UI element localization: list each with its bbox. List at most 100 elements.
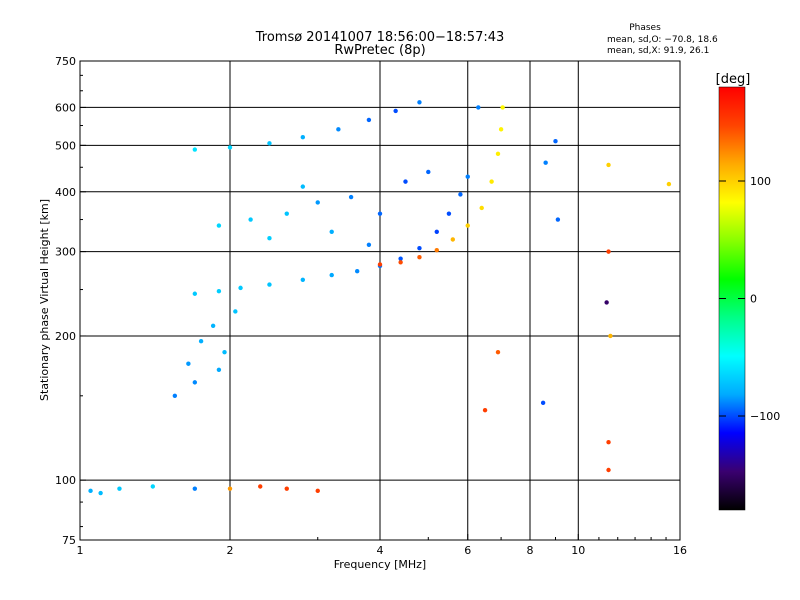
x-tick-label: 2 [227, 544, 234, 557]
data-point [377, 262, 383, 267]
data-point [267, 282, 272, 287]
data-point [198, 339, 204, 344]
data-point [377, 211, 383, 216]
data-point [608, 333, 613, 339]
data-point [540, 400, 546, 406]
data-point [150, 484, 156, 489]
data-point [500, 105, 505, 110]
data-point [417, 255, 422, 260]
data-point [489, 179, 494, 184]
data-point [216, 367, 222, 372]
data-point [458, 192, 463, 197]
data-point [98, 490, 103, 496]
y-tick-label: 600 [55, 101, 76, 114]
data-point [210, 323, 216, 329]
y-tick-label: 750 [55, 55, 76, 68]
chart-subtitle: RwPretec (8p) [334, 43, 425, 58]
chart-title: Tromsø 20141007 18:56:00−18:57:43 [255, 30, 505, 45]
x-tick-label: 16 [673, 544, 687, 557]
data-point [233, 309, 238, 314]
data-point [446, 211, 452, 216]
data-point [172, 393, 178, 399]
data-point [248, 217, 253, 222]
data-point [366, 117, 372, 123]
x-axis-label: Frequency [MHz] [334, 558, 426, 571]
y-axis-ticks: 75 100 200 300 400 500 600 750 [55, 55, 86, 547]
data-point [284, 486, 289, 491]
x-tick-label: 10 [571, 544, 585, 557]
x-tick-label: 4 [377, 544, 384, 557]
colorbar-tick-label: 0 [750, 293, 757, 306]
y-tick-label: 75 [62, 534, 76, 547]
data-point [300, 277, 306, 282]
data-point [553, 139, 558, 144]
data-point [606, 249, 611, 254]
data-point [606, 467, 611, 473]
data-point [417, 245, 422, 251]
data-point [186, 361, 191, 366]
data-point [284, 211, 289, 216]
data-point [267, 235, 272, 241]
data-point [227, 486, 233, 491]
phase-stats-title: Phases [629, 23, 661, 33]
data-point [238, 285, 243, 291]
data-point [434, 229, 439, 234]
data-point [222, 349, 227, 355]
data-point [348, 194, 354, 200]
data-point [543, 160, 548, 165]
data-point [403, 179, 408, 184]
data-point [398, 256, 403, 261]
data-point [192, 147, 198, 152]
y-tick-label: 300 [55, 246, 76, 259]
data-point [495, 349, 501, 355]
data-point [606, 440, 611, 445]
data-point [398, 260, 403, 265]
colorbar-label: [deg] [716, 72, 751, 87]
data-point [192, 486, 198, 491]
data-point [476, 105, 481, 110]
plot-grid [80, 61, 680, 540]
data-point [329, 229, 334, 234]
x-axis-ticks: 1 2 4 6 8 10 16 [77, 534, 687, 557]
data-point [417, 100, 422, 105]
data-point [495, 151, 501, 157]
x-tick-label: 1 [77, 544, 84, 557]
data-point [267, 141, 272, 146]
data-point [555, 217, 561, 222]
data-point [606, 162, 611, 168]
data-point [434, 248, 439, 253]
x-tick-label: 8 [527, 544, 534, 557]
y-tick-label: 100 [55, 474, 76, 487]
data-point [117, 486, 122, 491]
y-tick-label: 400 [55, 186, 76, 199]
phase-stats-x: mean, sd,X: 91.9, 26.1 [607, 46, 709, 56]
data-point [300, 184, 306, 189]
data-point [258, 484, 263, 489]
colorbar-tick-label: 100 [750, 175, 771, 188]
data-point [666, 181, 672, 187]
data-point [300, 134, 306, 140]
data-point [465, 223, 470, 228]
data-point [482, 407, 488, 413]
data-point [604, 300, 609, 305]
phase-stats: Phases mean, sd,O: −70.8, 18.6 mean, sd,… [607, 23, 718, 56]
data-point [354, 269, 360, 274]
colorbar-ticks: 100 0 −100 [719, 175, 780, 423]
data-point [192, 380, 198, 385]
data-point [315, 200, 320, 205]
data-point [315, 488, 320, 494]
data-point [88, 488, 93, 494]
data-point [465, 174, 470, 179]
data-point [227, 145, 233, 150]
plot-points [88, 100, 672, 496]
data-point [450, 237, 456, 242]
data-point [329, 272, 334, 278]
y-axis-label: Stationary phase Virtual Height [km] [38, 199, 51, 401]
data-point [216, 223, 222, 228]
data-point [393, 108, 398, 114]
x-tick-label: 6 [464, 544, 471, 557]
y-tick-label: 500 [55, 139, 76, 152]
data-point [336, 127, 341, 132]
data-point [366, 242, 372, 247]
